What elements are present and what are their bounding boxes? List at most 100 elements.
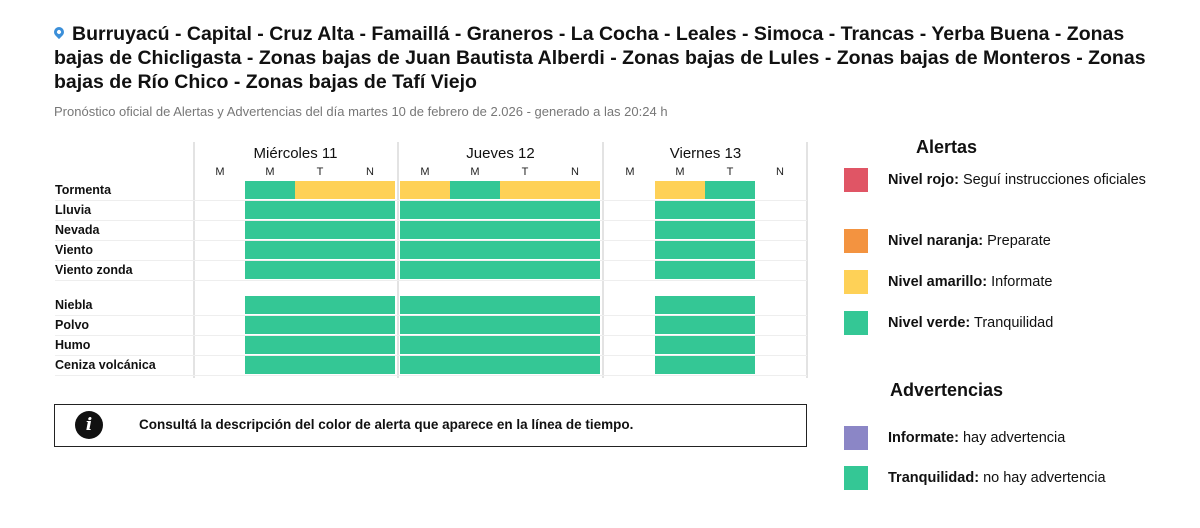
timeline-cell (550, 181, 600, 199)
row-divider (55, 240, 807, 241)
legend-level: Nivel rojo: (888, 172, 959, 188)
legend-description: Preparate (987, 233, 1051, 249)
timeline-cell (400, 356, 450, 374)
timeline-cell (705, 221, 755, 239)
timeline-cell (550, 316, 600, 334)
row-label-viento-zonda: Viento zonda (55, 263, 133, 277)
timeline-cell (400, 221, 450, 239)
alertas-heading: Alertas (916, 137, 978, 157)
row-label-humo: Humo (55, 338, 91, 352)
timeline-cell (295, 336, 345, 354)
timeline-cell (550, 221, 600, 239)
timeline-cell (550, 241, 600, 259)
legend-text: Nivel rojo: Seguí instrucciones oficiale… (888, 168, 1148, 192)
row-label-viento: Viento (55, 243, 93, 257)
timeline-cell (450, 316, 500, 334)
timeline-cell (245, 261, 295, 279)
day-header: Jueves 12 (466, 145, 535, 162)
legend-description: Informate (991, 274, 1053, 290)
timeline-cell (245, 241, 295, 259)
row-label-ceniza-volcánica: Ceniza volcánica (55, 358, 156, 372)
timeline-cell (705, 241, 755, 259)
timeline-cell (345, 296, 395, 314)
timeline-cell (400, 296, 450, 314)
slot-label: N (776, 166, 784, 178)
timeline-cell (245, 221, 295, 239)
alert-timeline: Miércoles 11 M M T N Jueves 12 M M T N Viernes 13 M… (55, 142, 808, 378)
timeline-cell (450, 221, 500, 239)
timeline-cell (450, 356, 500, 374)
timeline-cell (500, 336, 550, 354)
slot-label: M (265, 166, 275, 178)
timeline-cell (345, 241, 395, 259)
slot-label: T (726, 166, 734, 178)
legend-level: Nivel verde: (888, 315, 971, 331)
timeline-cell (450, 261, 500, 279)
timeline-cell (705, 356, 755, 374)
timeline-cell (500, 181, 550, 199)
timeline-cell (345, 316, 395, 334)
timeline-cell (295, 261, 345, 279)
timeline-cell (450, 201, 500, 219)
timeline-cell (655, 356, 705, 374)
timeline-cell (245, 296, 295, 314)
legend-level: Tranquilidad: (888, 470, 980, 486)
info-icon: i (75, 411, 103, 439)
timeline-cell (450, 296, 500, 314)
row-divider (55, 335, 807, 336)
timeline-cell (295, 221, 345, 239)
legend-description: hay advertencia (962, 430, 1066, 446)
legend-description: no hay advertencia (983, 470, 1106, 486)
advertencias-heading: Advertencias (890, 380, 1004, 400)
slot-label: M (470, 166, 480, 178)
slot-label: T (316, 166, 324, 178)
timeline-cell (295, 296, 345, 314)
timeline-cell (705, 316, 755, 334)
slot-label: M (625, 166, 635, 178)
timeline-cell (705, 296, 755, 314)
timeline-cell (550, 201, 600, 219)
timeline-cell (705, 336, 755, 354)
day-header: Viernes 13 (669, 145, 742, 162)
timeline-cell (345, 201, 395, 219)
legend-level: Nivel naranja: (888, 233, 984, 249)
timeline-cell (450, 181, 500, 199)
timeline-cell (295, 201, 345, 219)
timeline-cell (295, 316, 345, 334)
timeline-cell (295, 241, 345, 259)
timeline-cell (500, 356, 550, 374)
legend-level: Nivel amarillo: (888, 274, 988, 290)
timeline-cell (400, 316, 450, 334)
legend-text: Tranquilidad: no hay advertencia (888, 466, 1148, 490)
timeline-cell (450, 241, 500, 259)
legend-level: Informate: (888, 430, 959, 446)
row-divider (55, 200, 807, 201)
row-label-lluvia: Lluvia (55, 203, 92, 217)
column-divider (806, 142, 808, 378)
legend-text: Nivel amarillo: Informate (888, 270, 1148, 294)
row-label-polvo: Polvo (55, 318, 90, 332)
timeline-cell (500, 316, 550, 334)
timeline-cell (400, 241, 450, 259)
timeline-cell (500, 296, 550, 314)
timeline-cell (345, 181, 395, 199)
slot-label: M (215, 166, 225, 178)
timeline-cell (400, 261, 450, 279)
timeline-cell (655, 296, 705, 314)
timeline-cell (400, 181, 450, 199)
timeline-cell (655, 181, 705, 199)
info-box: i Consultá la descripción del color de a… (54, 404, 807, 447)
legend-swatch (844, 270, 868, 294)
day-header: Miércoles 11 (253, 145, 338, 162)
timeline-cell (500, 201, 550, 219)
timeline-cell (655, 201, 705, 219)
info-text: Consultá la descripción del color de ale… (139, 417, 634, 432)
slot-label: N (571, 166, 579, 178)
timeline-cell (345, 261, 395, 279)
timeline-cell (550, 261, 600, 279)
timeline-cell (550, 336, 600, 354)
timeline-cell (500, 241, 550, 259)
timeline-cell (245, 316, 295, 334)
timeline-cell (295, 356, 345, 374)
timeline-cell (345, 336, 395, 354)
